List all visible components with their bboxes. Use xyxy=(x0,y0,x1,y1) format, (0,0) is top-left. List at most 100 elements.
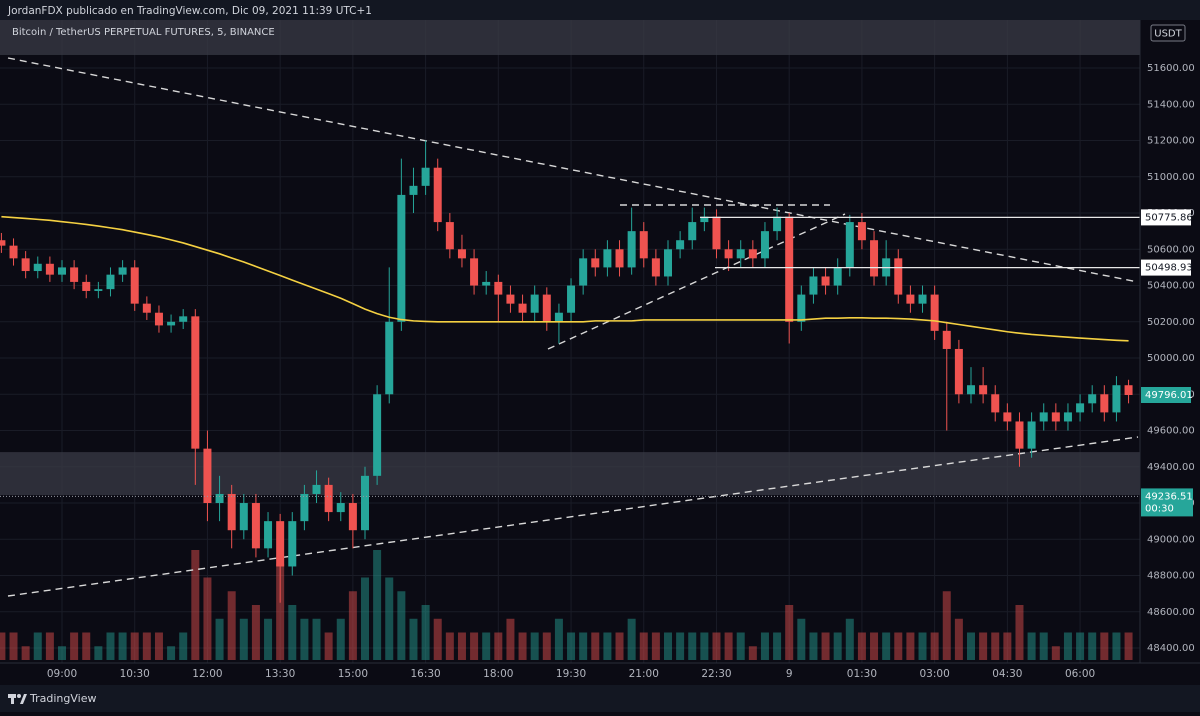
volume-bar xyxy=(494,632,503,660)
volume-bar xyxy=(142,632,151,660)
y-tick-label: 51000.00 xyxy=(1147,172,1195,183)
candle-body xyxy=(457,249,466,259)
y-tick-label: 50200.00 xyxy=(1147,317,1195,328)
candle-body xyxy=(591,258,600,268)
candle-body xyxy=(239,503,248,531)
zone xyxy=(0,20,1140,55)
y-tick-label: 48400.00 xyxy=(1147,643,1195,654)
candle-body xyxy=(1063,412,1072,422)
candle-body xyxy=(264,521,273,549)
candle-body xyxy=(1124,385,1133,396)
volume-bar xyxy=(215,618,224,660)
symbol-title: Bitcoin / TetherUS PERPETUAL FUTURES, 5,… xyxy=(12,27,275,38)
x-tick-label: 13:30 xyxy=(265,668,295,680)
candle-body xyxy=(9,245,18,259)
candle-body xyxy=(397,194,406,322)
volume-bar xyxy=(33,632,42,660)
candle-body xyxy=(0,240,6,246)
volume-bar xyxy=(1063,632,1072,660)
volume-bar xyxy=(627,618,636,660)
volume-bar xyxy=(9,632,18,660)
candle-body xyxy=(82,281,91,291)
candle-body xyxy=(433,167,442,223)
candle-body xyxy=(833,267,842,286)
volume-bar xyxy=(688,632,697,660)
candle-body xyxy=(1003,412,1012,422)
candle-body xyxy=(191,316,200,449)
candle-body xyxy=(94,289,103,291)
candle-body xyxy=(736,249,745,259)
volume-bar xyxy=(651,632,660,660)
brand-logo xyxy=(8,694,27,704)
overlays xyxy=(0,215,1140,497)
candle-body xyxy=(1112,385,1121,413)
candle-body xyxy=(373,394,382,476)
zone xyxy=(0,452,1140,496)
volume-bar xyxy=(736,632,745,660)
logo-part xyxy=(11,694,14,704)
candles xyxy=(0,140,1133,603)
volume-bar xyxy=(979,632,988,660)
volume-bar xyxy=(1027,632,1036,660)
price-label: 50775.86 xyxy=(1145,212,1193,223)
volume-bar xyxy=(918,632,927,660)
y-tick-label: 50000.00 xyxy=(1147,353,1195,364)
candle-body xyxy=(167,321,176,326)
candle-body xyxy=(797,294,806,322)
volume-bar xyxy=(70,632,79,660)
volume-bar xyxy=(797,618,806,660)
y-tick-label: 48600.00 xyxy=(1147,607,1195,618)
author-line: JordanFDX publicado en TradingView.com, … xyxy=(7,5,372,17)
volume-bar xyxy=(45,632,54,660)
candle-body xyxy=(712,216,721,250)
candle-body xyxy=(130,267,139,304)
volume-bar xyxy=(664,632,672,660)
volume-bar xyxy=(179,632,188,660)
candle-body xyxy=(106,274,115,290)
volume-bar xyxy=(348,591,357,660)
volume-bar xyxy=(748,646,757,660)
currency-box xyxy=(1150,24,1186,42)
candle-body xyxy=(845,222,854,268)
candle-body xyxy=(930,294,939,331)
candle-body xyxy=(506,294,515,304)
candle-body xyxy=(276,521,285,567)
volume-bar xyxy=(1124,632,1133,660)
candle-body xyxy=(70,267,79,282)
last-price: 49796.01 xyxy=(1145,390,1193,401)
x-tick-label: 10:30 xyxy=(120,668,150,680)
zones xyxy=(0,20,1140,496)
trend-line xyxy=(547,213,846,350)
moving-average xyxy=(1,215,1129,342)
volume-bar xyxy=(203,577,212,660)
volume-bar xyxy=(191,550,200,660)
candle-body xyxy=(1027,421,1036,449)
candle-body xyxy=(942,330,951,349)
volume-bar xyxy=(1051,646,1060,660)
volume-bar xyxy=(385,577,394,660)
candle-body xyxy=(918,294,927,304)
volume-bar xyxy=(712,632,721,660)
volume-bar xyxy=(857,632,866,660)
volume-bar xyxy=(700,632,709,660)
candle-body xyxy=(251,503,260,549)
volume-bar xyxy=(433,618,442,660)
volume xyxy=(0,550,1133,660)
candle-body xyxy=(1076,403,1085,413)
countdown: 00:30 xyxy=(1145,503,1174,514)
volume-bar xyxy=(288,605,297,660)
candle-body xyxy=(773,216,782,232)
x-tick-label: 01:30 xyxy=(847,668,877,680)
volume-bar xyxy=(94,646,103,660)
volume-bar xyxy=(1100,632,1109,660)
candle-body xyxy=(1015,421,1024,449)
x-tick-label: 19:30 xyxy=(556,668,586,680)
x-tick-label: 15:00 xyxy=(338,668,368,680)
candle-body xyxy=(979,385,988,395)
volume-bar xyxy=(542,632,551,660)
candle-body xyxy=(954,348,963,395)
volume-bar xyxy=(870,632,879,660)
volume-bar xyxy=(809,632,818,660)
